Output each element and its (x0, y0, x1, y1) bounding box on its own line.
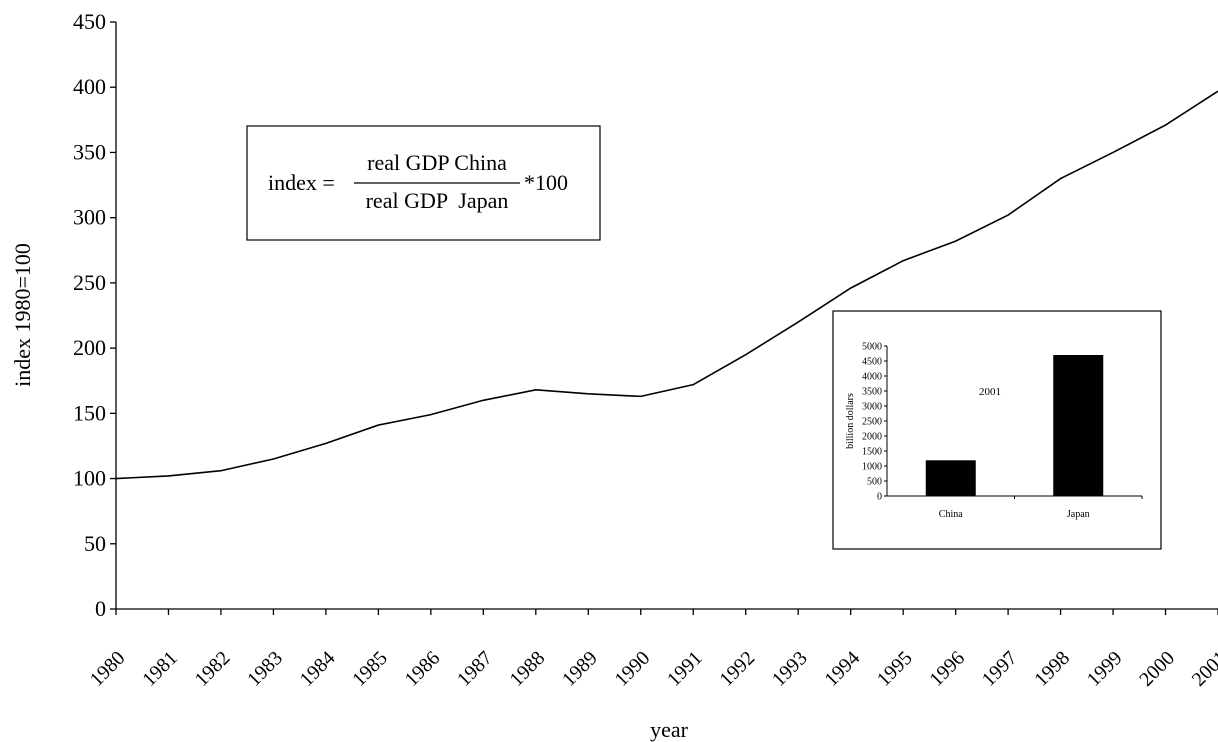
y-tick-label: 100 (73, 466, 106, 491)
y-axis-title: index 1980=100 (10, 243, 35, 387)
y-tick-label: 150 (73, 400, 106, 425)
inset-y-ticks: 0 500 1000 1500 2000 2500 3000 3500 4000 4500 5000 (862, 342, 887, 503)
inset-y-tick-label: 1000 (862, 462, 882, 473)
x-tick-label: 1980 (86, 647, 130, 691)
inset-y-tick-label: 500 (867, 477, 882, 488)
x-tick-label: 1987 (453, 647, 497, 691)
inset-category-labels: China Japan (939, 509, 1090, 520)
x-tick-label: 1990 (610, 647, 654, 691)
inset-year-annotation: 2001 (979, 386, 1001, 398)
x-tick-label: 1985 (348, 647, 392, 691)
x-tick-label: 1983 (243, 647, 287, 691)
inset-bar-japan (1053, 355, 1104, 496)
formula-numerator: real GDP China (367, 150, 507, 175)
x-ticks: 1980 1981 1982 1983 1984 1985 1986 1987 1988 1989… (86, 609, 1218, 691)
x-tick-label: 2001 (1188, 647, 1218, 691)
x-tick-label: 1999 (1083, 647, 1127, 691)
x-tick-label: 1993 (768, 647, 812, 691)
inset-y-tick-label: 4000 (862, 372, 882, 383)
y-tick-label: 400 (73, 74, 106, 99)
formula-denominator: real GDP Japan (366, 188, 509, 213)
x-axis-title: year (650, 717, 689, 742)
inset-bar-china (925, 460, 976, 496)
inset-y-tick-label: 1500 (862, 447, 882, 458)
series-group (115, 90, 1218, 480)
x-tick-label: 1991 (663, 647, 707, 691)
x-tick-label: 1981 (138, 647, 182, 691)
x-tick-label: 2000 (1135, 647, 1179, 691)
inset-frame (832, 310, 1162, 550)
inset-y-tick-label: 2500 (862, 417, 882, 428)
inset-y-tick-label: 5000 (862, 342, 882, 353)
y-tick-label: 450 (73, 9, 106, 34)
y-tick-label: 250 (73, 270, 106, 295)
x-tick-label: 1996 (925, 647, 969, 691)
inset-category-label: China (939, 509, 963, 520)
x-tick-label: 1997 (978, 647, 1022, 691)
y-tick-label: 0 (95, 596, 106, 621)
x-tick-label: 1992 (715, 647, 759, 691)
series-line (115, 90, 1218, 480)
inset-bars (925, 355, 1143, 499)
x-tick-label: 1994 (820, 647, 864, 691)
x-tick-label: 1986 (401, 647, 445, 691)
x-tick-label: 1998 (1030, 647, 1074, 691)
x-tick-label: 1988 (506, 647, 550, 691)
y-tick-label: 200 (73, 335, 106, 360)
formula-rhs: *100 (524, 170, 568, 195)
inset-y-tick-label: 3500 (862, 387, 882, 398)
inset-y-tick-label: 2000 (862, 432, 882, 443)
inset-bar-chart: 0 500 1000 1500 2000 2500 3000 3500 4000 4500 5000… (832, 310, 1162, 550)
inset-y-tick-label: 0 (877, 492, 882, 503)
formula-lhs: index = (268, 170, 335, 195)
y-ticks: 0 50 100 150 200 250 300 350 400 450 (73, 9, 116, 621)
inset-y-tick-label: 3000 (862, 402, 882, 413)
x-tick-label: 1995 (873, 647, 917, 691)
inset-category-label: Japan (1067, 509, 1090, 520)
x-tick-label: 1989 (558, 647, 602, 691)
y-tick-label: 50 (84, 531, 106, 556)
y-tick-label: 350 (73, 139, 106, 164)
x-tick-label: 1982 (191, 647, 235, 691)
x-tick-label: 1984 (296, 647, 340, 691)
inset-y-tick-label: 4500 (862, 357, 882, 368)
inset-y-axis-title: billion dollars (845, 393, 856, 449)
formula-annotation: index = real GDP China real GDP Japan *1… (246, 125, 601, 241)
y-tick-label: 300 (73, 205, 106, 230)
